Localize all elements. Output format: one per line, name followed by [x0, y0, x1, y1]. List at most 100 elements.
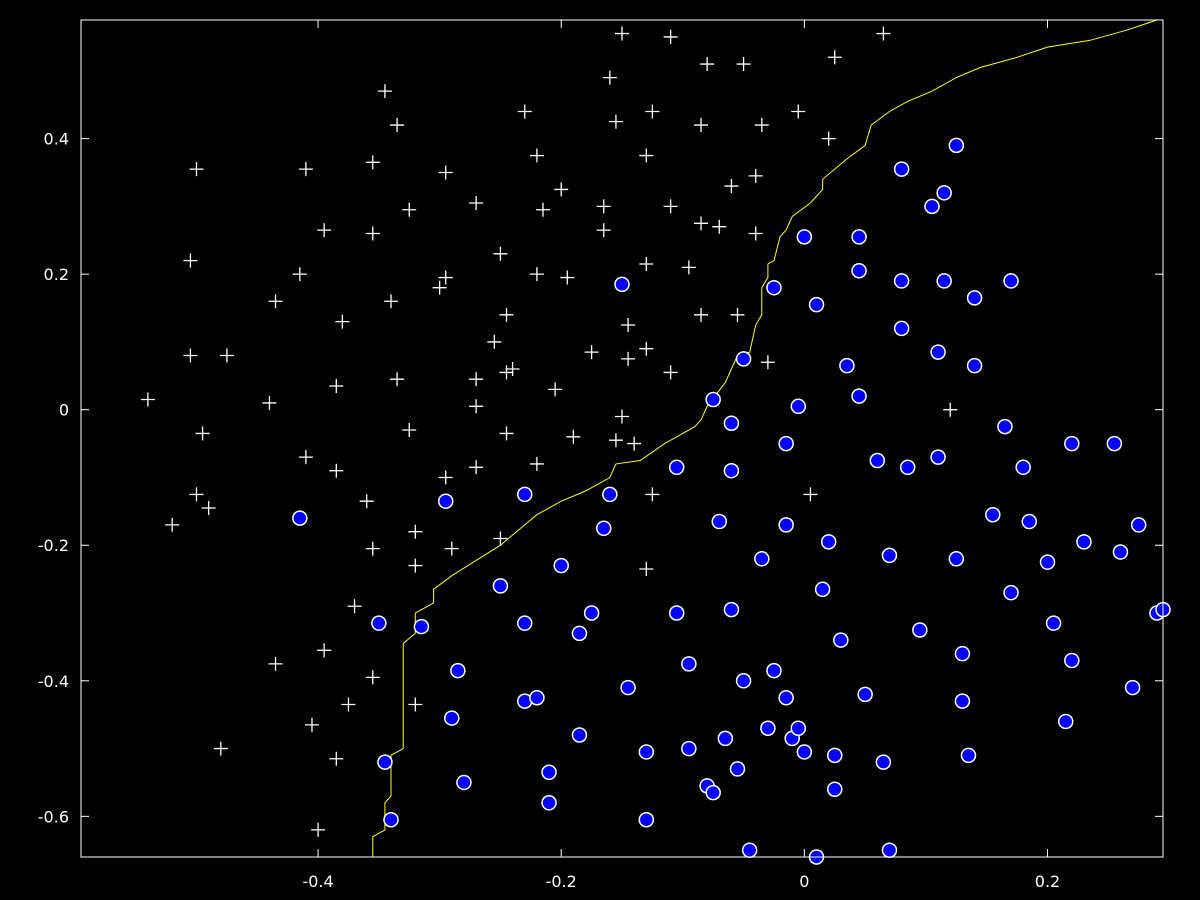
circle-point	[450, 662, 466, 679]
plus-point	[493, 531, 508, 546]
circle-point	[881, 547, 898, 564]
plus-point	[341, 697, 356, 712]
circle-point	[966, 290, 983, 306]
plus-point	[645, 104, 660, 119]
circle-point	[638, 744, 655, 760]
circle-point	[778, 435, 794, 452]
circle-point	[1057, 713, 1074, 730]
plus-point	[791, 104, 806, 119]
plus-point	[712, 219, 727, 234]
plus-point	[219, 348, 234, 363]
axis-ticks	[81, 20, 1163, 857]
circle-point	[553, 557, 569, 574]
circle-point	[492, 578, 509, 594]
circle-point	[1124, 679, 1141, 696]
plus-point	[584, 345, 599, 360]
circle-point	[371, 615, 387, 631]
circle-point	[1112, 544, 1129, 560]
plus-point	[566, 429, 581, 444]
circle-point	[292, 510, 308, 526]
y-tick-label: 0.2	[44, 265, 69, 284]
circle-point	[827, 747, 843, 764]
plus-point	[663, 365, 678, 380]
plus-point	[304, 717, 319, 732]
circle-point	[954, 645, 971, 662]
circle-point	[930, 449, 946, 465]
circle-point	[723, 601, 740, 618]
x-tick-label: -0.2	[546, 872, 577, 891]
circle-point	[820, 534, 837, 550]
circle-point	[735, 351, 752, 367]
circle-point	[717, 730, 734, 747]
plus-point	[748, 226, 763, 241]
circle-point	[754, 551, 770, 567]
plus-point	[596, 199, 611, 214]
plus-point	[943, 402, 958, 417]
circle-point	[814, 581, 831, 598]
circle-point	[741, 842, 758, 858]
plus-point	[268, 656, 283, 671]
plus-point	[189, 487, 204, 502]
circle-point	[516, 615, 533, 631]
plus-point	[724, 179, 739, 194]
plus-point	[608, 433, 623, 448]
plot-frame	[80, 19, 1164, 858]
circle-point	[711, 513, 728, 530]
x-tick-label: 0	[799, 872, 809, 891]
plus-point	[645, 487, 660, 502]
y-tick-label: -0.6	[38, 807, 69, 826]
plus-point	[821, 131, 836, 146]
plus-point	[602, 70, 617, 85]
decision-boundary	[372, 19, 1158, 857]
circle-point	[948, 551, 965, 567]
plus-point	[469, 372, 484, 387]
plus-point	[827, 50, 842, 65]
circle-point	[1039, 554, 1056, 570]
circle-point	[893, 273, 910, 289]
circle-point	[1064, 435, 1080, 452]
circle-series	[292, 137, 1171, 865]
plus-point	[408, 697, 423, 712]
plus-point	[621, 317, 636, 332]
circle-point	[857, 686, 873, 703]
circle-point	[705, 784, 721, 801]
circle-point	[790, 398, 807, 415]
plus-point	[262, 395, 277, 410]
x-tick-label: -0.4	[302, 872, 333, 891]
circle-point	[723, 462, 740, 479]
circle-point	[377, 754, 393, 770]
plus-point	[694, 307, 709, 322]
plus-point	[402, 202, 417, 217]
circle-point	[936, 273, 952, 289]
circle-point	[839, 357, 855, 374]
circle-point	[948, 137, 965, 154]
plus-point	[700, 57, 715, 72]
circle-point	[541, 764, 557, 781]
plus-point	[438, 470, 453, 485]
plus-point	[627, 436, 642, 451]
plus-point	[329, 463, 344, 478]
x-tick-label: 0.2	[1035, 872, 1060, 891]
plus-point	[347, 599, 362, 614]
circle-point	[899, 459, 916, 476]
circle-point	[808, 296, 825, 313]
plus-point	[469, 399, 484, 414]
plus-point	[499, 365, 514, 380]
plus-point	[615, 26, 629, 41]
plus-point	[754, 118, 769, 133]
circle-point	[668, 605, 685, 621]
circle-point	[966, 357, 983, 374]
plus-point	[548, 382, 563, 397]
plus-point	[365, 541, 380, 556]
plus-point	[469, 195, 484, 210]
circle-point	[985, 506, 1001, 523]
plus-point	[487, 334, 502, 349]
plus-point	[681, 260, 696, 275]
circle-point	[881, 842, 898, 858]
plus-point	[748, 168, 763, 183]
plus-point	[408, 558, 423, 573]
circle-point	[729, 761, 746, 777]
circle-point	[516, 486, 533, 503]
plus-point	[505, 362, 520, 377]
plus-point	[402, 423, 417, 438]
